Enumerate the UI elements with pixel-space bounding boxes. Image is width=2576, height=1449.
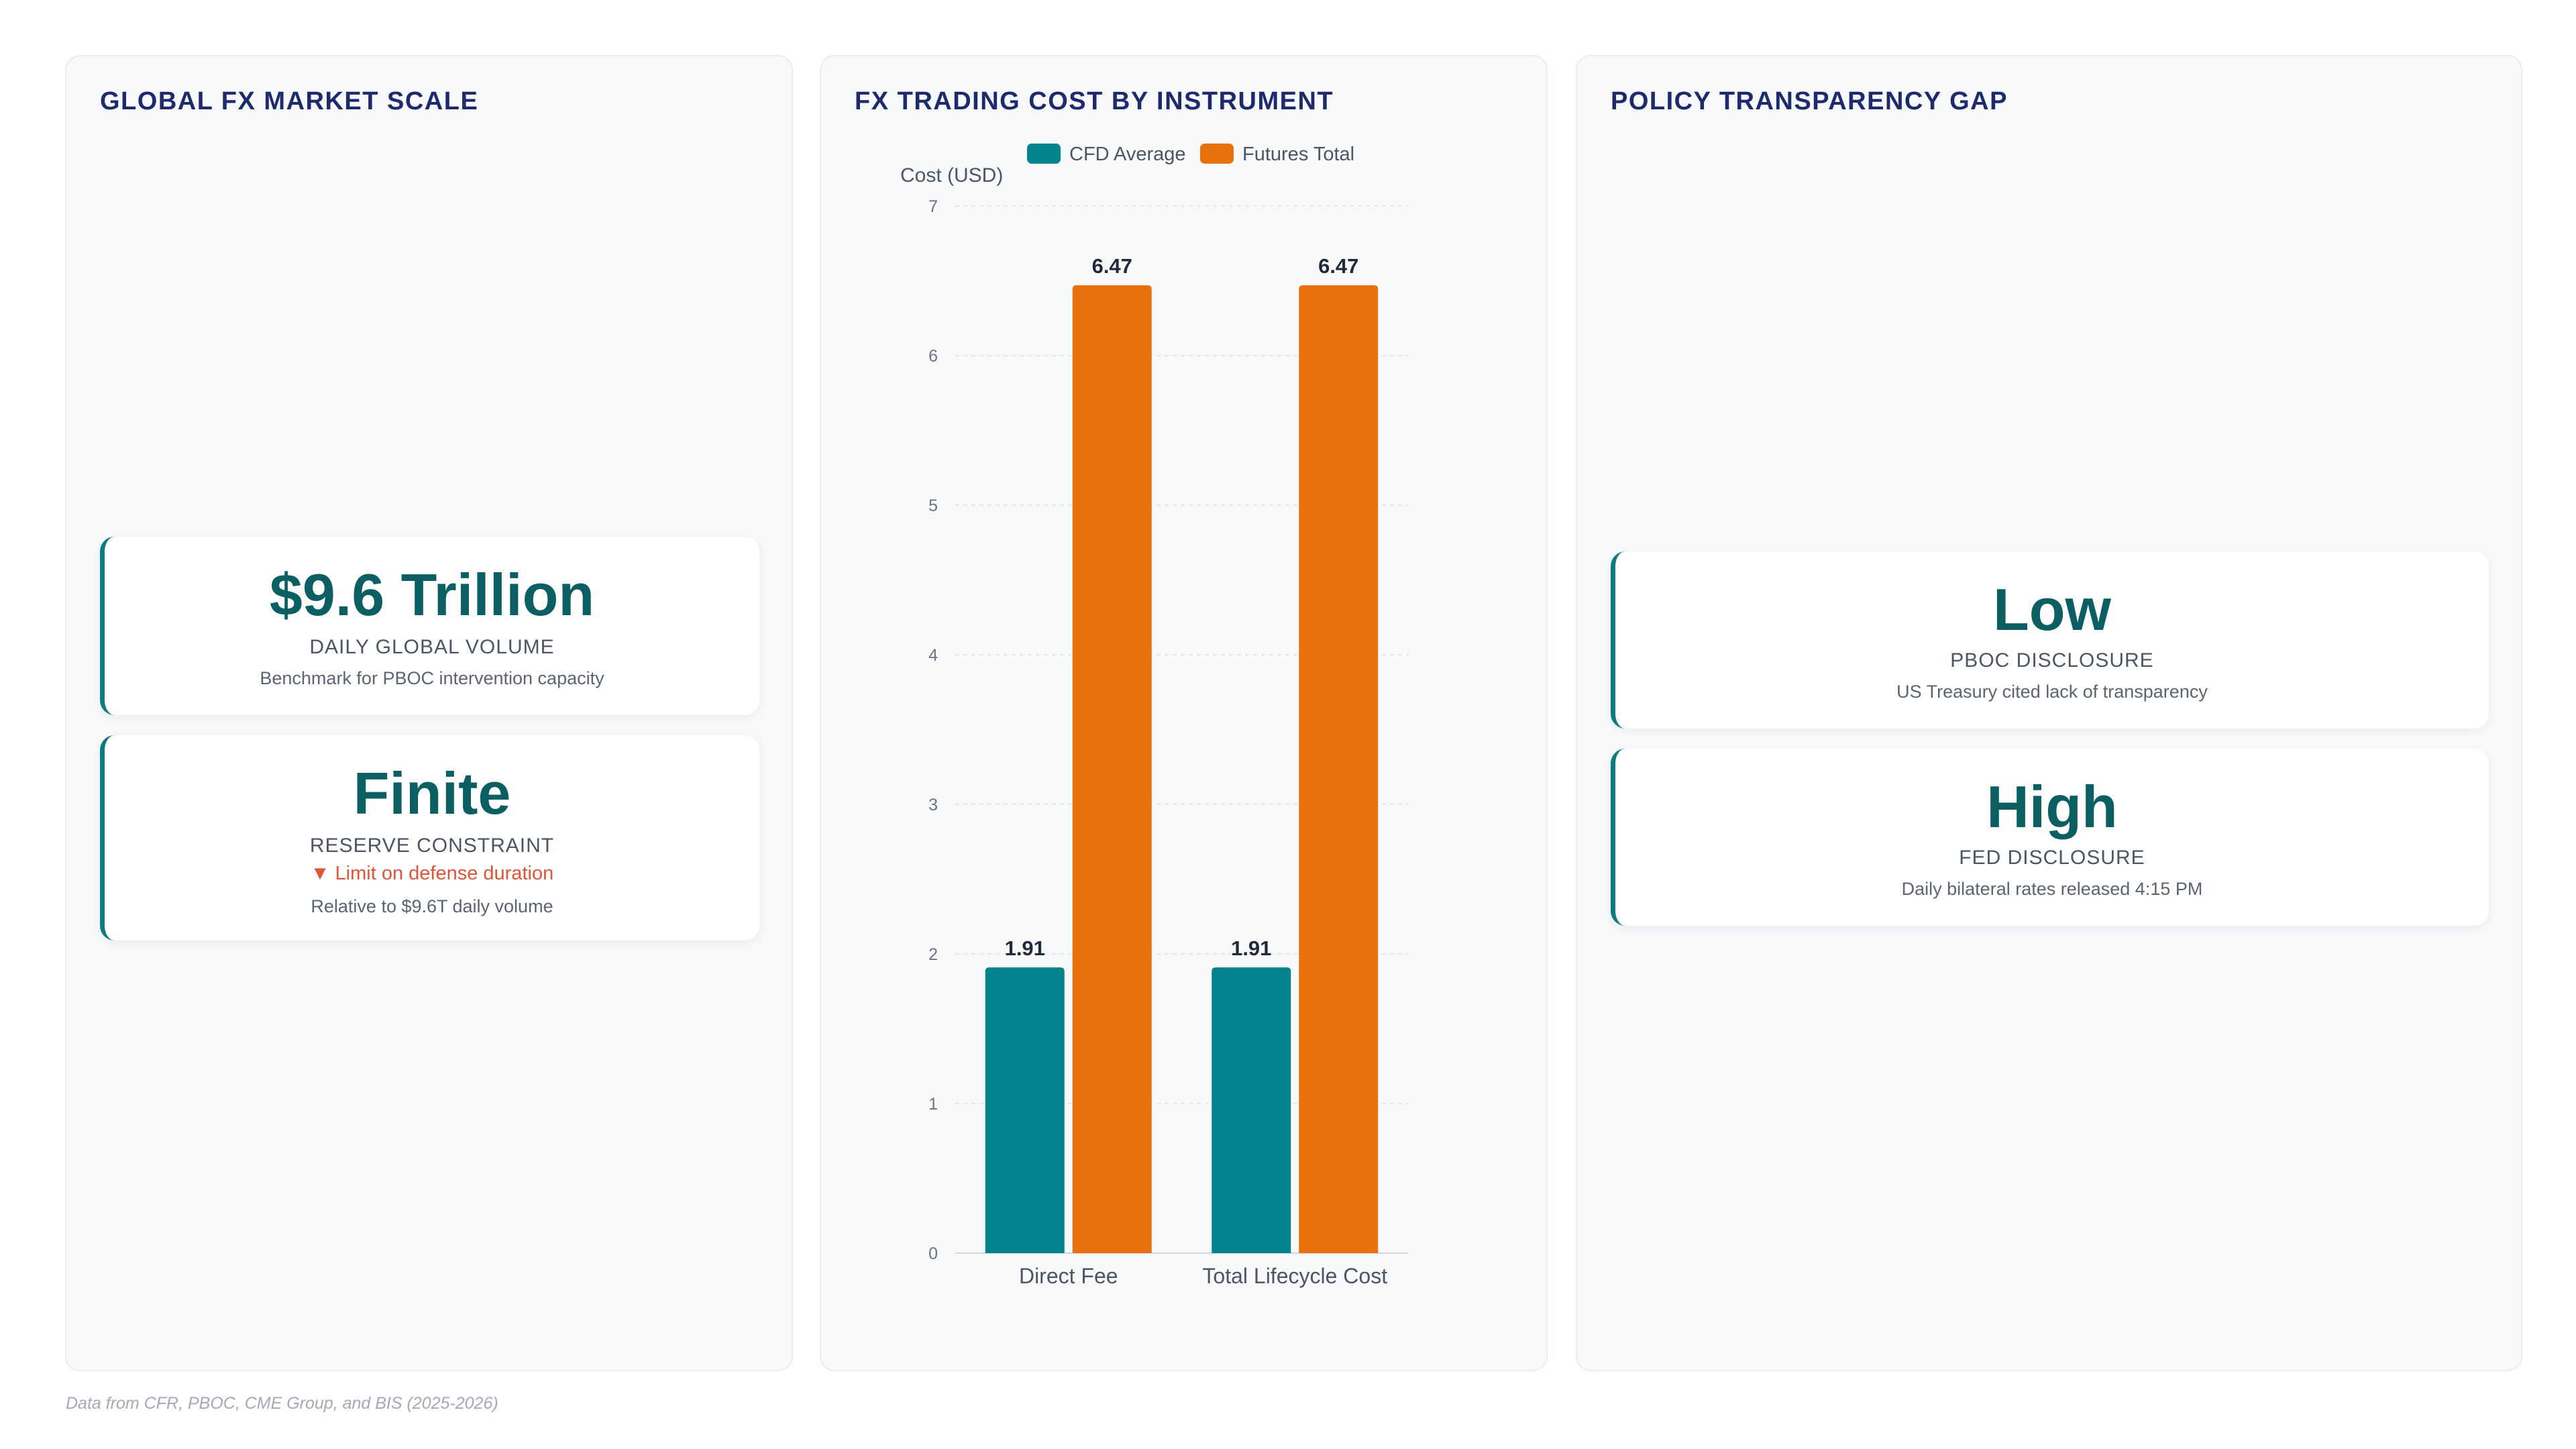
kpi-value: Low (1993, 576, 2111, 643)
trend-indicator: ▼ Limit on defense duration (310, 863, 554, 884)
source-footnote: Data from CFR, PBOC, CME Group, and BIS … (66, 1394, 498, 1413)
y-tick-label: 6 (928, 347, 938, 366)
data-label: 1.91 (1231, 936, 1271, 960)
kpi-value: High (1986, 773, 2118, 840)
y-tick-label: 4 (928, 646, 938, 665)
y-tick-label: 3 (928, 796, 938, 814)
market-scale-panel: GLOBAL FX MARKET SCALE $9.6 Trillion DAI… (65, 55, 793, 1371)
kpi-note: Relative to $9.6T daily volume (311, 896, 553, 916)
panel-title: POLICY TRANSPARENCY GAP (1611, 87, 2008, 115)
legend-label: Futures Total (1242, 144, 1354, 165)
kpi-note: Daily bilateral rates released 4:15 PM (1901, 879, 2203, 899)
daily-volume-card: $9.6 Trillion DAILY GLOBAL VOLUME Benchm… (100, 537, 759, 715)
reserve-constraint-card: Finite RESERVE CONSTRAINT ▼ Limit on def… (100, 735, 759, 941)
y-tick-label: 7 (928, 197, 938, 216)
fed-disclosure-card: High FED DISCLOSURE Daily bilateral rate… (1611, 749, 2489, 926)
x-category-label: Direct Fee (1019, 1264, 1118, 1288)
pboc-disclosure-card: Low PBOC DISCLOSURE US Treasury cited la… (1611, 551, 2489, 729)
kpi-note: US Treasury cited lack of transparency (1896, 682, 2208, 702)
kpi-value: Finite (353, 760, 511, 826)
data-label: 6.47 (1092, 254, 1132, 278)
data-label: 6.47 (1318, 254, 1358, 278)
transparency-panel: POLICY TRANSPARENCY GAP Low PBOC DISCLOS… (1576, 55, 2522, 1371)
trading-cost-panel: FX TRADING COST BY INSTRUMENT 0 1 2 3 4 5 6 7 Co… (820, 55, 1548, 1371)
x-category-label: Total Lifecycle Cost (1202, 1264, 1387, 1288)
y-tick-label: 1 (928, 1095, 938, 1114)
bar-cfd-average (1212, 967, 1291, 1253)
kpi-label: PBOC DISCLOSURE (1950, 649, 2154, 672)
kpi-value: $9.6 Trillion (269, 561, 595, 628)
y-tick-label: 0 (928, 1244, 938, 1263)
legend-swatch (1027, 144, 1061, 164)
legend-label: CFD Average (1069, 144, 1186, 165)
trading-cost-chart: 0 1 2 3 4 5 6 7 Cost (USD) CFD Average Futures Tot… (900, 144, 1408, 1288)
bar-futures-total (1072, 285, 1152, 1254)
data-label: 1.91 (1005, 936, 1045, 960)
y-axis-title: Cost (USD) (900, 164, 1003, 186)
bar-cfd-average (985, 967, 1065, 1253)
kpi-label: DAILY GLOBAL VOLUME (309, 636, 555, 658)
kpi-label: FED DISCLOSURE (1959, 847, 2145, 869)
kpi-note: Benchmark for PBOC intervention capacity (260, 668, 604, 688)
bar-futures-total (1299, 285, 1379, 1254)
y-tick-label: 2 (928, 945, 938, 964)
legend-swatch (1200, 144, 1234, 164)
y-tick-label: 5 (928, 496, 938, 515)
panel-title: GLOBAL FX MARKET SCALE (100, 87, 479, 115)
kpi-label: RESERVE CONSTRAINT (309, 835, 555, 857)
panel-title: FX TRADING COST BY INSTRUMENT (855, 87, 1334, 115)
